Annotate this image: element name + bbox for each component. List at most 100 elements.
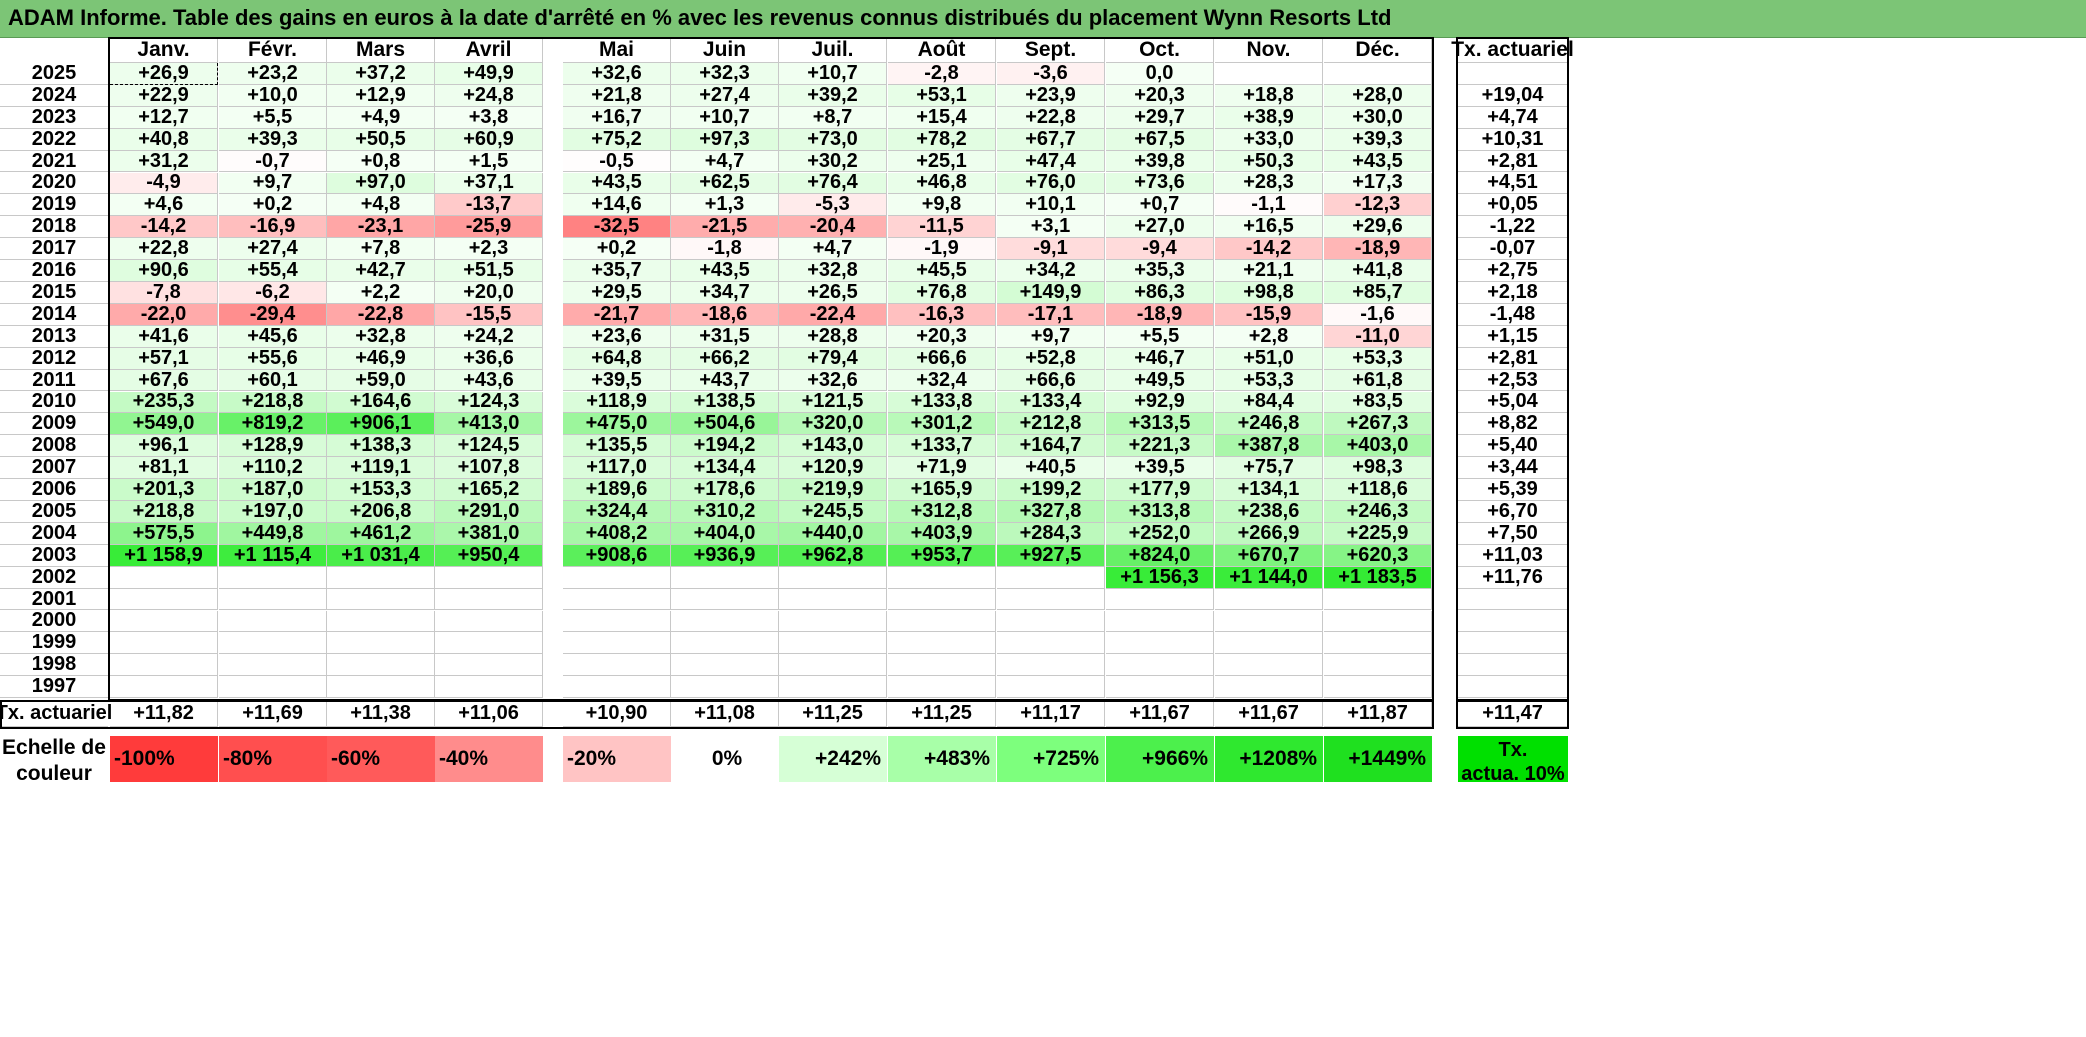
heatmap-cell: +194,2 [671,434,779,458]
heatmap-cell [1215,610,1323,633]
heatmap-cell: +21,1 [1215,259,1323,282]
heatmap-cell: +225,9 [1324,522,1432,545]
heatmap-cell: +291,0 [435,500,543,523]
heatmap-cell: +153,3 [327,478,435,501]
heatmap-cell: +504,6 [671,412,779,436]
heatmap-cell: +31,5 [671,325,779,348]
heatmap-cell: +37,2 [327,62,435,85]
heatmap-cell: -16,9 [219,215,327,239]
heatmap-cell: 0,0 [1106,62,1214,85]
heatmap-cell: +31,2 [110,150,218,173]
year-label: 2013 [0,325,108,348]
heatmap-cell: +53,1 [888,84,996,107]
heatmap-cell [779,632,887,655]
heatmap-cell: +133,7 [888,434,996,458]
title-bar: ADAM Informe. Table des gains en euros à… [0,0,2086,38]
heatmap-cell [888,654,996,677]
heatmap-cell: -32,5 [563,215,671,239]
heatmap-cell: +4,6 [110,193,218,217]
heatmap-cell: +235,3 [110,390,218,414]
heatmap-cell: -1,8 [671,237,779,261]
heatmap-cell: +218,8 [110,500,218,523]
heatmap-cell [1106,654,1214,677]
heatmap-cell: -2,8 [888,62,996,85]
year-label: 2020 [0,171,108,195]
heatmap-cell: +0,8 [327,150,435,173]
heatmap-cell: +266,9 [1215,522,1323,545]
heatmap-cell [1106,676,1214,699]
legend-swatch: +483% [888,736,996,782]
heatmap-cell: +42,7 [327,259,435,282]
heatmap-cell: +246,3 [1324,500,1432,523]
heatmap-cell: +284,3 [997,522,1105,545]
heatmap-cell [327,676,435,699]
heatmap-cell: +187,0 [219,478,327,501]
heatmap-cell: +43,5 [671,259,779,282]
heatmap-cell [435,610,543,633]
heatmap-cell: +953,7 [888,544,996,567]
heatmap-cell [110,654,218,677]
heatmap-cell: +17,3 [1324,171,1432,195]
month-header: Avril [435,37,543,63]
month-header: Déc. [1324,37,1432,63]
heatmap-cell: +64,8 [563,347,671,370]
legend-swatch: -40% [435,736,543,782]
heatmap-cell: +67,6 [110,369,218,392]
heatmap-cell [1215,676,1323,699]
heatmap-cell: +218,8 [219,390,327,414]
heatmap-cell: +25,1 [888,150,996,173]
heatmap-cell: +51,5 [435,259,543,282]
tx-cell: +5,04 [1458,390,1568,414]
heatmap-cell: +5,5 [1106,325,1214,348]
footer-value: +11,69 [219,701,327,727]
heatmap-cell: +312,8 [888,500,996,523]
heatmap-cell: +906,1 [327,412,435,436]
heatmap-cell: +28,3 [1215,171,1323,195]
tx-cell: +2,18 [1458,281,1568,304]
heatmap-cell: +128,9 [219,434,327,458]
year-label: 2024 [0,84,108,107]
heatmap-cell: +143,0 [779,434,887,458]
heatmap-cell: +52,8 [997,347,1105,370]
heatmap-cell [1324,654,1432,677]
heatmap-cell [997,632,1105,655]
heatmap-cell: +55,6 [219,347,327,370]
heatmap-cell: +24,2 [435,325,543,348]
heatmap-cell: +66,6 [997,369,1105,392]
tx-cell: +2,81 [1458,347,1568,370]
heatmap-cell: +81,1 [110,456,218,480]
heatmap-cell: +27,4 [219,237,327,261]
heatmap-cell: +73,6 [1106,171,1214,195]
footer-value: +11,25 [779,701,887,727]
heatmap-cell: +97,3 [671,128,779,151]
year-label: 2014 [0,303,108,326]
heatmap-cell: +22,8 [110,237,218,261]
heatmap-cell: +35,7 [563,259,671,282]
footer-value: +11,08 [671,701,779,727]
heatmap-cell [671,588,779,611]
legend-swatch: -100% [110,736,218,782]
heatmap-cell: +60,1 [219,369,327,392]
heatmap-cell: +164,7 [997,434,1105,458]
heatmap-cell: +7,8 [327,237,435,261]
heatmap-cell: +55,4 [219,259,327,282]
tx-cell: -0,07 [1458,237,1568,261]
heatmap-cell: -0,7 [219,150,327,173]
heatmap-cell: +20,3 [1106,84,1214,107]
heatmap-cell: +24,8 [435,84,543,107]
heatmap-cell: -18,9 [1324,237,1432,261]
heatmap-cell: -21,7 [563,303,671,326]
heatmap-cell: +23,2 [219,62,327,85]
heatmap-cell: +408,2 [563,522,671,545]
heatmap-cell: +10,1 [997,193,1105,217]
heatmap-cell: -15,9 [1215,303,1323,326]
footer-value: +11,06 [435,701,543,727]
heatmap-cell: +39,3 [1324,128,1432,151]
heatmap-cell: -11,5 [888,215,996,239]
heatmap-cell: +46,9 [327,347,435,370]
heatmap-cell: +313,5 [1106,412,1214,436]
heatmap-cell: +245,5 [779,500,887,523]
heatmap-cell [110,610,218,633]
heatmap-cell: +9,8 [888,193,996,217]
heatmap-cell: +197,0 [219,500,327,523]
